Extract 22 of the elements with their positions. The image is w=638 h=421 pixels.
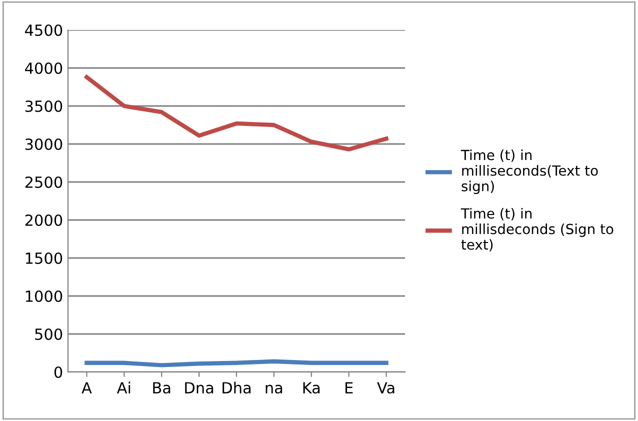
y-tick-label: 4500 (25, 24, 62, 36)
x-tick-label: na (266, 384, 282, 394)
x-tick-label: Dha (222, 382, 251, 394)
x-tick-label: E (346, 382, 353, 394)
y-tick-label: 4000 (25, 62, 62, 74)
x-tick-label: Ka (303, 382, 320, 394)
y-tick-label: 2500 (25, 176, 62, 188)
line-series (84, 75, 388, 152)
y-tick-label: 0 (54, 366, 62, 378)
legend-label: Time (t) in milliseconds(Text to sign) (460, 150, 598, 194)
y-tick-label: 500 (35, 328, 62, 340)
x-tick-label: A (82, 382, 92, 394)
x-tick-label: Dna (185, 382, 214, 394)
x-tick-label: Va (377, 382, 394, 394)
legend-label: Time (t) in millisdeconds (Sign to text) (460, 208, 614, 252)
y-tick-label: 2000 (25, 214, 62, 226)
y-tick-label: 1000 (26, 290, 62, 302)
x-tick-label: Ai (116, 382, 130, 394)
y-tick-label: 1500 (26, 252, 62, 264)
y-tick-label: 3500 (25, 100, 62, 112)
x-tick-label: Ba (153, 382, 170, 394)
y-tick-label: 3000 (25, 138, 62, 150)
